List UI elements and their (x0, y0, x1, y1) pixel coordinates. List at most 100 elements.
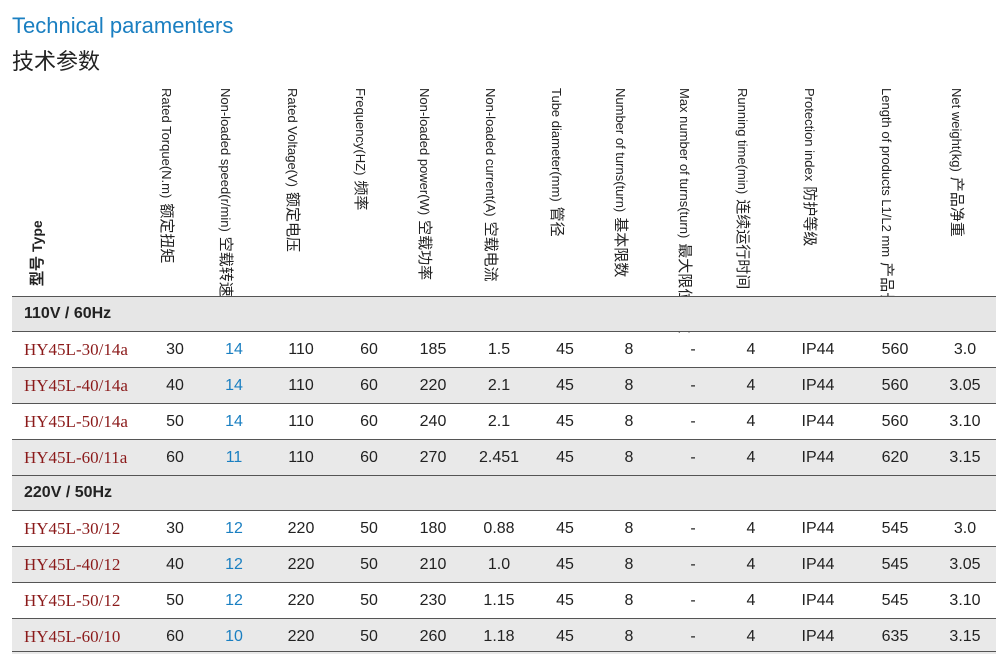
page-title-english: Technical paramenters (12, 13, 234, 38)
column-header-english: Protection index (802, 88, 817, 182)
spec-table: 110V / 60Hz HY45L-30/14a 30 14 110 60 185 1.5 45… (12, 296, 996, 654)
type-header-label: 型号 Type (28, 220, 47, 286)
column-header-chinese: 频率 (352, 180, 370, 211)
column-header-label: Running time(min) 连续运行时间 (734, 88, 752, 289)
value-cell: 4 (746, 449, 756, 466)
value-cell: 45 (556, 413, 574, 430)
value-cell: 40 (166, 556, 184, 573)
column-header-english: Max number of turns(turn) (677, 88, 692, 239)
value-cell: IP44 (801, 449, 835, 466)
column-header: Non-loaded current(A) 空载电流 (474, 88, 524, 286)
value-cell: 3.15 (949, 449, 981, 466)
value-cell: 60 (166, 449, 184, 466)
column-header-chinese: 额定扭矩 (158, 203, 176, 264)
value-cell: 260 (419, 628, 447, 645)
column-header-english: Running time(min) (735, 88, 750, 195)
value-cell: 8 (624, 520, 634, 537)
column-header-english: Non-loaded power(W) (417, 88, 432, 216)
model-type-cell: HY45L-60/11a (24, 448, 128, 467)
column-header: Max number of turns(turn)最大限位圈数 (668, 88, 718, 333)
value-cell: 560 (881, 377, 909, 394)
value-cell: 3.10 (949, 592, 981, 609)
value-cell: 185 (419, 341, 447, 358)
column-header-english: Non-loaded current(A) (483, 88, 498, 217)
value-cell: 50 (360, 556, 378, 573)
value-cell: 50 (360, 520, 378, 537)
table-bottom-border (12, 651, 996, 652)
column-header-chinese: 空载电流 (482, 221, 500, 282)
value-cell: 220 (287, 520, 315, 537)
table-row: HY45L-30/12 30 12 220 50 180 0.88 45 8 - 4 IP44 545 3… (12, 510, 996, 546)
value-cell: 1.5 (487, 341, 511, 358)
value-cell: 3.10 (949, 413, 981, 430)
table-row: HY45L-40/14a 40 14 110 60 220 2.1 45 8 - 4 IP44 560 3… (12, 367, 996, 403)
table-row: HY45L-50/12 50 12 220 50 230 1.15 45 8 - 4 IP44 545 3… (12, 582, 996, 618)
model-type-cell: HY45L-40/14a (24, 376, 128, 395)
value-cell: 14 (225, 413, 243, 430)
column-header-english: Length of products L1/L2 mm (879, 88, 894, 258)
column-header-label: Frequency(HZ) 频率 (352, 88, 370, 211)
column-header-label: Length of products L1/L2 mm产品长度 (878, 88, 896, 322)
value-cell: 4 (746, 628, 756, 645)
type-header-chinese: 型号 (28, 255, 46, 286)
column-header-chinese: 防护等级 (801, 186, 819, 247)
value-cell: - (690, 592, 696, 609)
table-row: HY45L-60/10 60 10 220 50 260 1.18 45 8 - 4 IP44 635 3… (12, 618, 996, 654)
column-header-label: Non-loaded current(A) 空载电流 (482, 88, 500, 282)
value-cell: 220 (287, 592, 315, 609)
value-cell: 8 (624, 449, 634, 466)
column-header: Length of products L1/L2 mm产品长度 (870, 88, 920, 322)
value-cell: 60 (360, 377, 378, 394)
value-cell: 60 (360, 413, 378, 430)
value-cell: 240 (419, 413, 447, 430)
value-cell: 2.1 (487, 377, 511, 394)
value-cell: 40 (166, 377, 184, 394)
value-cell: IP44 (801, 592, 835, 609)
model-type-cell: HY45L-40/12 (24, 555, 121, 574)
value-cell: - (690, 377, 696, 394)
value-cell: 4 (746, 341, 756, 358)
value-cell: 50 (166, 413, 184, 430)
value-cell: 60 (360, 341, 378, 358)
value-cell: 4 (746, 592, 756, 609)
value-cell: 50 (360, 628, 378, 645)
table-row: HY45L-50/14a 50 14 110 60 240 2.1 45 8 - 4 IP44 560 3… (12, 403, 996, 439)
value-cell: 635 (881, 628, 909, 645)
value-cell: - (690, 341, 696, 358)
column-header-chinese: 空载转速 (217, 236, 235, 297)
model-type-cell: HY45L-30/12 (24, 519, 121, 538)
column-header-chinese: 基本限数 (612, 217, 630, 278)
value-cell: IP44 (801, 377, 835, 394)
type-header-english: Type (29, 220, 45, 252)
value-cell: 50 (166, 592, 184, 609)
value-cell: 110 (288, 449, 314, 466)
value-cell: 4 (746, 377, 756, 394)
column-header: Rated Voltage(V) 额定电压 (276, 88, 326, 286)
value-cell: - (690, 556, 696, 573)
column-header-english: Net weight(kg) (949, 88, 964, 172)
column-header-label: Tube diameter(mm) 管径 (548, 88, 566, 237)
value-cell: 8 (624, 413, 634, 430)
value-cell: 3.15 (949, 628, 981, 645)
value-cell: IP44 (801, 341, 835, 358)
value-cell: 14 (225, 377, 243, 394)
value-cell: 14 (225, 341, 243, 358)
value-cell: 2.451 (478, 449, 520, 466)
value-cell: 4 (746, 556, 756, 573)
value-cell: 110 (288, 413, 314, 430)
value-cell: IP44 (801, 556, 835, 573)
value-cell: 45 (556, 592, 574, 609)
value-cell: 3.0 (953, 520, 977, 537)
column-header-label: Rated Voltage(V) 额定电压 (284, 88, 302, 252)
value-cell: 180 (419, 520, 447, 537)
value-cell: 3.0 (953, 341, 977, 358)
value-cell: 8 (624, 377, 634, 394)
value-cell: 8 (624, 556, 634, 573)
table-row: HY45L-40/12 40 12 220 50 210 1.0 45 8 - 4 IP44 545 3.… (12, 546, 996, 582)
value-cell: 1.0 (487, 556, 511, 573)
group-label: 220V / 50Hz (24, 484, 113, 501)
model-type-cell: HY45L-30/14a (24, 340, 128, 359)
value-cell: IP44 (801, 520, 835, 537)
value-cell: 12 (225, 592, 243, 609)
value-cell: 50 (360, 592, 378, 609)
